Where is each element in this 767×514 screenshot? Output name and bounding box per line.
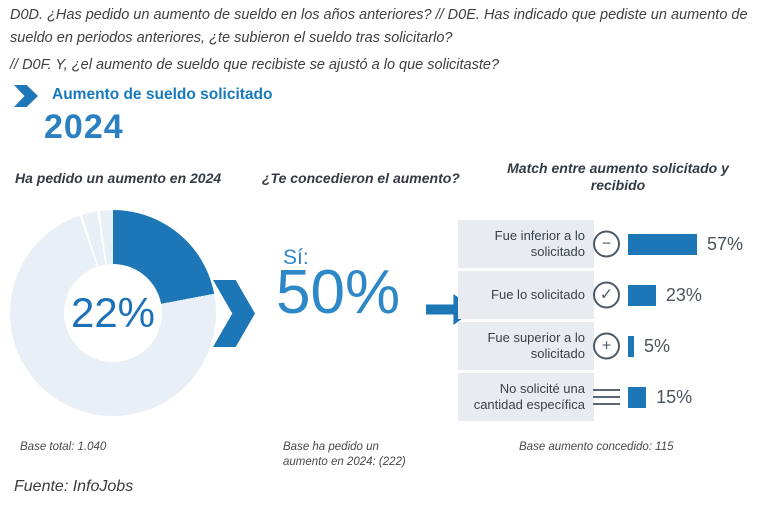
- year-label: 2024: [44, 108, 124, 146]
- check-glyph: ✓: [593, 281, 620, 309]
- bar-sin-cantidad: [628, 386, 647, 408]
- base-note-total: Base total: 1.040: [20, 441, 107, 453]
- plus-circle-icon: +: [593, 332, 620, 360]
- survey-question-text-1: D0D. ¿Has pedido un aumento de sueldo en…: [10, 7, 748, 46]
- bar-value-label: 15%: [656, 386, 693, 407]
- section-title: Aumento de sueldo solicitado: [52, 86, 273, 103]
- chevron-right-icon: [14, 85, 38, 107]
- column-header-asked: Ha pedido un aumento en 2024: [15, 170, 222, 186]
- bar-value-label: 23%: [665, 284, 702, 305]
- survey-question-text-2: // D0F. Y, ¿el aumento de sueldo que rec…: [10, 57, 500, 73]
- granted-yes-label: Sí:: [283, 246, 309, 269]
- match-row-data: 23%: [628, 271, 702, 319]
- match-row-label: No solicité una cantidad específica: [458, 373, 594, 421]
- match-row-label: Fue superior a lo solicitado: [458, 322, 594, 370]
- match-row-data: 15%: [628, 373, 692, 421]
- bar-value-label: 57%: [706, 233, 743, 254]
- source-label: Fuente: InfoJobs: [14, 478, 134, 495]
- column-header-match: Match entre aumento solicitado y recibid…: [507, 160, 729, 193]
- check-circle-icon: ✓: [593, 281, 620, 309]
- bar-value-label: 5%: [644, 335, 671, 356]
- base-note-match: Base aumento concedido: 115: [519, 441, 674, 453]
- match-bar-chart: Fue inferior a lo solicitado − 57% Fue l…: [458, 220, 763, 424]
- match-row-data: 57%: [628, 220, 743, 268]
- match-row-data: 5%: [628, 322, 670, 370]
- chevron-right-icon: [213, 280, 255, 347]
- minus-glyph: −: [593, 230, 620, 258]
- donut-chart: 22%: [10, 210, 216, 416]
- bar-igual: [628, 284, 656, 306]
- bar-inferior: [628, 233, 697, 255]
- base-note-granted: Base ha pedido un aumento en 2024: (222): [283, 441, 406, 468]
- match-row-label: Fue lo solicitado: [458, 271, 594, 319]
- column-header-granted: ¿Te concedieron el aumento?: [262, 170, 460, 186]
- match-row-sin-cantidad: No solicité una cantidad específica 15%: [458, 373, 763, 421]
- match-row-superior: Fue superior a lo solicitado + 5%: [458, 322, 763, 370]
- minus-circle-icon: −: [593, 230, 620, 258]
- match-row-label: Fue inferior a lo solicitado: [458, 220, 594, 268]
- match-row-inferior: Fue inferior a lo solicitado − 57%: [458, 220, 763, 268]
- granted-value-label: 50%: [276, 258, 401, 327]
- lines-icon: [593, 389, 620, 405]
- plus-glyph: +: [593, 332, 620, 360]
- match-row-igual: Fue lo solicitado ✓ 23%: [458, 271, 763, 319]
- donut-value-label: 22%: [70, 289, 156, 336]
- donut-hole: 22%: [64, 264, 162, 362]
- bar-superior: [628, 335, 635, 357]
